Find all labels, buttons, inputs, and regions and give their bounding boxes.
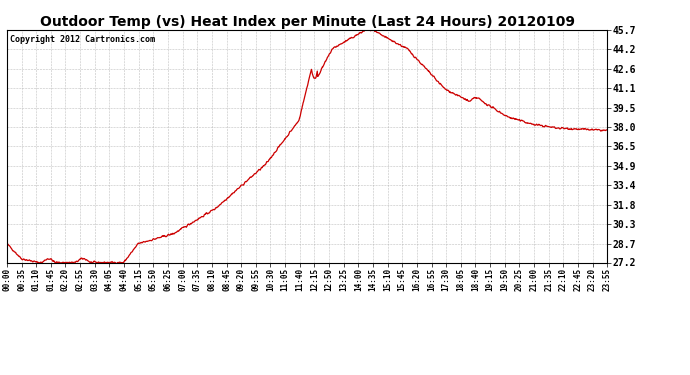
Title: Outdoor Temp (vs) Heat Index per Minute (Last 24 Hours) 20120109: Outdoor Temp (vs) Heat Index per Minute … [39,15,575,29]
Text: Copyright 2012 Cartronics.com: Copyright 2012 Cartronics.com [10,34,155,44]
